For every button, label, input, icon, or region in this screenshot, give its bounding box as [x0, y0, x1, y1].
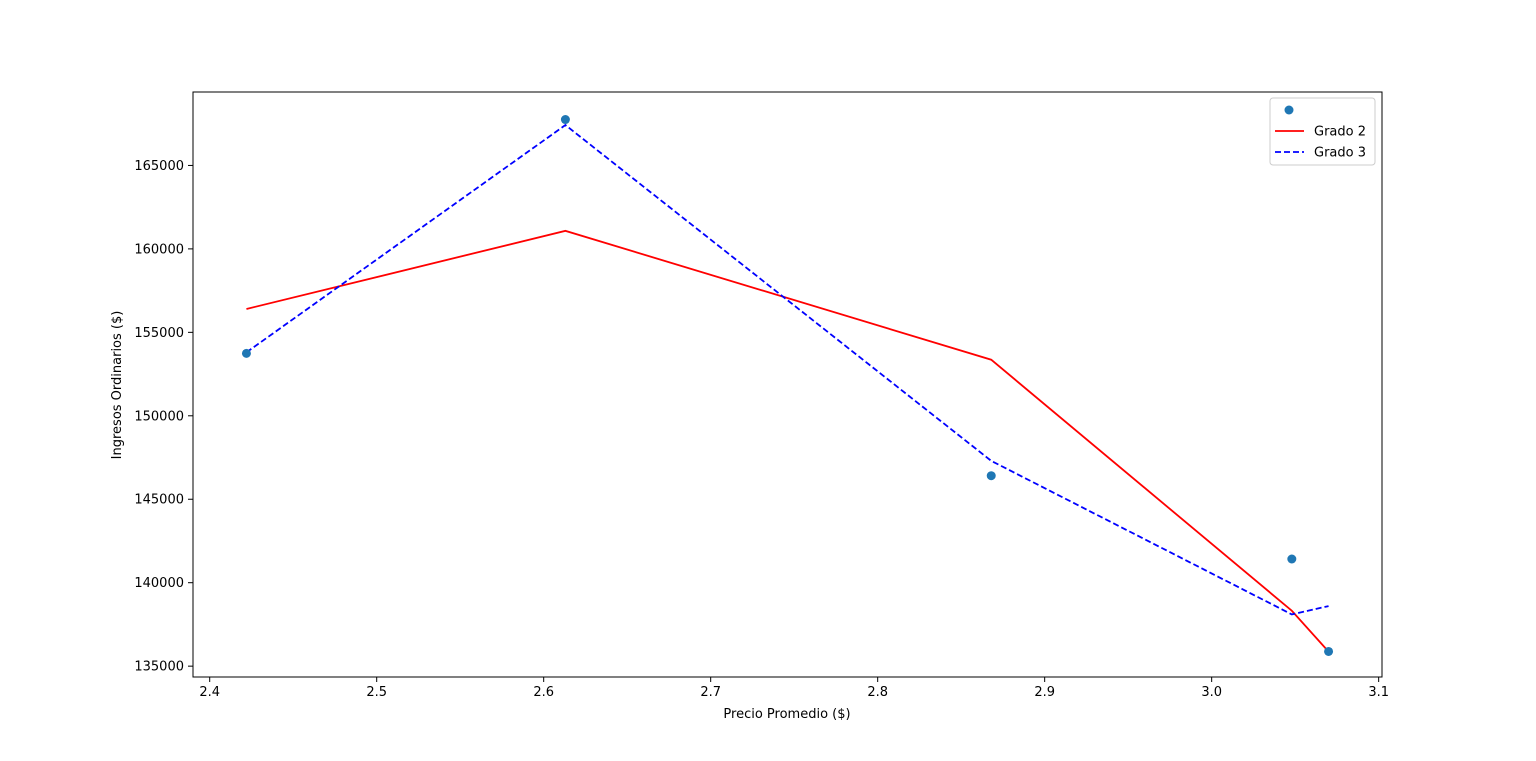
- y-tick-label: 145000: [134, 493, 184, 508]
- x-tick-label: 2.6: [533, 685, 554, 700]
- y-tick-label: 140000: [134, 576, 184, 591]
- data-point: [241, 348, 251, 358]
- x-tick-label: 2.5: [366, 685, 387, 700]
- x-tick-label: 2.9: [1034, 685, 1055, 700]
- x-tick-label: 2.8: [867, 685, 888, 700]
- data-point: [1324, 646, 1334, 656]
- x-axis-label: Precio Promedio ($): [723, 707, 850, 722]
- x-axis: 2.4 2.5 2.6 2.7 2.8 2.9 3.0 3.1: [199, 677, 1389, 700]
- x-tick-label: 3.0: [1201, 685, 1222, 700]
- y-axis: 135000 140000 145000 150000 155000 160000 1650…: [134, 159, 193, 675]
- y-tick-label: 165000: [134, 159, 184, 174]
- legend-box: [1269, 97, 1376, 166]
- legend-label-grado-2: Grado 2: [1314, 125, 1366, 140]
- plot-area: [241, 115, 1334, 656]
- legend: Grado 2 Grado 3: [1269, 97, 1376, 166]
- y-tick-label: 150000: [134, 409, 184, 424]
- legend-marker-data-points: [1284, 105, 1294, 115]
- y-tick-label: 135000: [134, 660, 184, 675]
- y-axis-label: Ingresos Ordinarios ($): [110, 311, 125, 460]
- data-point: [1287, 554, 1297, 564]
- axes-frame: [192, 91, 1383, 678]
- x-tick-label: 2.7: [700, 685, 721, 700]
- x-tick-label: 3.1: [1368, 685, 1389, 700]
- grado-3-line: [245, 123, 1329, 616]
- y-tick-label: 155000: [134, 326, 184, 341]
- x-tick-label: 2.4: [199, 685, 220, 700]
- data-point: [986, 471, 996, 481]
- data-point: [560, 115, 570, 125]
- y-tick-label: 160000: [134, 242, 184, 257]
- grado-2-line: [246, 229, 1330, 653]
- legend-label-grado-3: Grado 3: [1314, 146, 1366, 161]
